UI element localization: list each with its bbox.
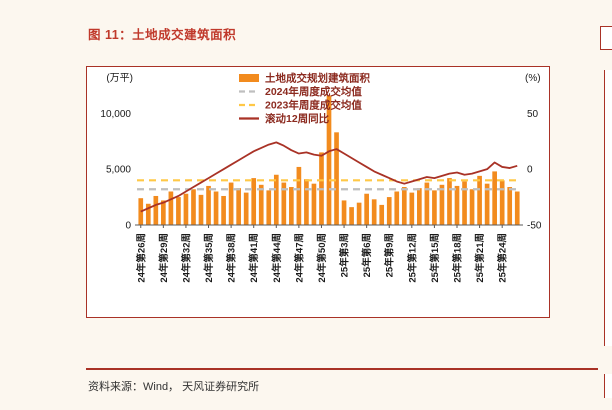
bar-week-43 (462, 181, 467, 225)
right-axis-unit: (%) (525, 73, 541, 84)
bar-week-40 (439, 184, 445, 225)
bar-week-18 (273, 174, 279, 225)
x-tick-label: 24年第41周 (248, 233, 260, 283)
bar-week-28 (349, 207, 354, 225)
bar-week-37 (417, 188, 422, 225)
legend-label: 2024年周度成交均值 (265, 85, 362, 98)
bar-week-15 (251, 178, 257, 225)
x-tick-label: 24年第29周 (158, 233, 170, 283)
x-tick-label: 25年第24周 (497, 233, 509, 283)
legend-label: 土地成交规划建筑面积 (265, 72, 370, 85)
bar-week-38 (424, 182, 430, 225)
x-tick-label: 24年第47周 (293, 233, 305, 283)
x-tick-label: 25年第12周 (406, 233, 418, 283)
x-tick-label: 25年第15周 (429, 233, 441, 283)
rolling-yoy-line (140, 141, 518, 213)
bar-week-27 (341, 200, 347, 225)
x-tick-label: 25年第9周 (384, 233, 396, 277)
left-tick-label: 0 (125, 221, 131, 232)
bar-week-35 (401, 187, 407, 225)
bar-week-34 (394, 191, 400, 225)
x-tick-label: 25年第6周 (361, 233, 373, 277)
bar-week-5 (176, 197, 181, 225)
adjacent-figure-fragment-middle (604, 70, 612, 346)
bar-week-49 (507, 187, 513, 225)
bar-week-25 (326, 95, 332, 225)
bar-week-6 (183, 193, 189, 225)
chart-canvas: 0 5,000 10,000 -50 0 50 (万平) (%) 24年第26周 24年第29周 2… (100, 72, 542, 283)
source-note: 资料来源：Wind， 天风证券研究所 (88, 381, 260, 393)
bar-week-33 (386, 197, 392, 225)
bar-week-31 (371, 199, 377, 225)
bar-week-32 (379, 204, 385, 225)
x-tick-label: 24年第35周 (203, 233, 215, 283)
chart-frame: 0 5,000 10,000 -50 0 50 (万平) (%) 24年第26周 24年第29周 2… (86, 66, 550, 318)
bar-week-45 (477, 175, 482, 225)
legend-marker-bar (239, 74, 259, 82)
bar-week-46 (484, 183, 490, 225)
bar-week-2 (153, 195, 159, 225)
x-tick-label: 25年第3周 (339, 233, 351, 277)
footer-divider (86, 368, 598, 370)
bar-week-22 (304, 179, 309, 225)
bar-week-30 (364, 193, 369, 225)
legend-label: 滚动12周同比 (265, 112, 330, 125)
x-tick-label: 25年第18周 (452, 233, 464, 283)
right-tick-label: -50 (527, 221, 542, 232)
bar-week-13 (236, 188, 241, 225)
bar-week-20 (289, 187, 294, 225)
left-axis-unit: (万平) (106, 73, 133, 84)
x-tick-label: 24年第32周 (180, 233, 192, 283)
bar-week-36 (409, 192, 415, 225)
x-tick-label: 24年第38周 (226, 233, 238, 283)
bar-week-23 (311, 183, 317, 225)
x-tick-label: 24年第26周 (135, 233, 147, 283)
bar-week-47 (492, 171, 497, 225)
bar-week-21 (296, 166, 302, 225)
right-tick-label: 0 (527, 165, 533, 176)
bar-week-26 (334, 132, 339, 225)
adjacent-figure-fragment-top (600, 26, 612, 50)
bar-week-41 (447, 178, 452, 225)
left-tick-label: 5,000 (106, 165, 131, 176)
x-tick-label: 24年第50周 (316, 233, 328, 283)
bar-week-19 (281, 182, 287, 225)
bar-week-50 (514, 191, 520, 225)
x-tick-label: 25年第21周 (474, 233, 486, 283)
bar-week-10 (213, 191, 219, 225)
bar-week-12 (228, 182, 234, 225)
bar-week-44 (469, 189, 475, 225)
adjacent-figure-fragment-bottom (604, 374, 612, 398)
bar-week-11 (221, 195, 226, 225)
figure-title: 图 11：土地成交建筑面积 (88, 28, 237, 42)
left-tick-label: 10,000 (100, 109, 131, 120)
bar-week-8 (198, 194, 204, 225)
bar-week-42 (454, 185, 460, 225)
bar-week-29 (356, 202, 362, 225)
right-tick-label: 50 (527, 109, 539, 120)
legend-label: 2023年周度成交均值 (265, 99, 362, 112)
bar-week-1 (145, 203, 151, 225)
bar-week-4 (168, 191, 174, 225)
bar-week-48 (499, 180, 505, 225)
bar-week-17 (266, 190, 272, 225)
bar-week-14 (243, 192, 249, 225)
bar-week-39 (432, 190, 437, 225)
bar-week-9 (206, 185, 211, 225)
x-tick-label: 24年第44周 (271, 233, 283, 283)
bar-week-3 (161, 200, 166, 225)
bar-week-16 (258, 184, 264, 225)
bar-week-7 (191, 189, 196, 225)
